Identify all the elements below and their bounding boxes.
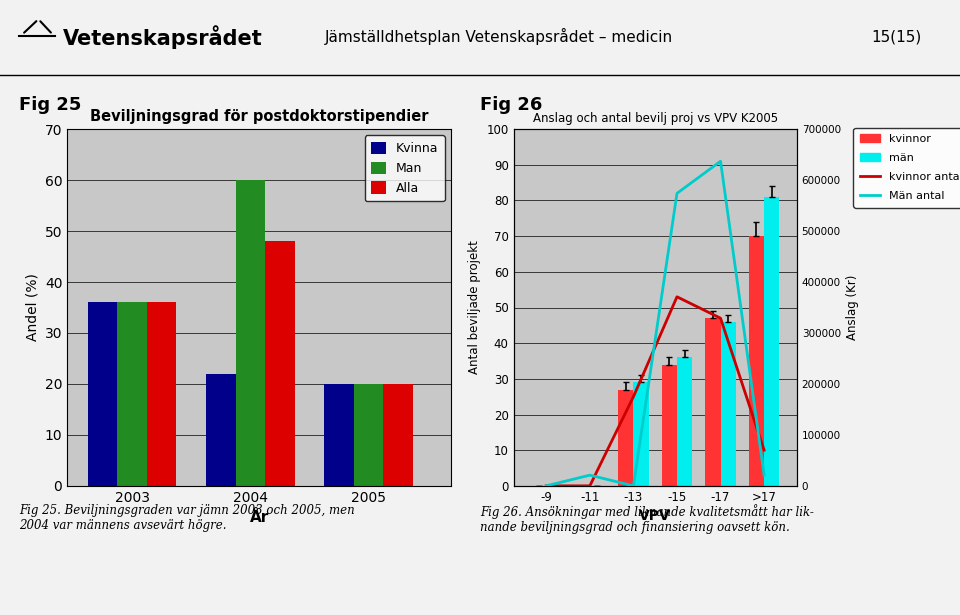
- Legend: Kvinna, Man, Alla: Kvinna, Man, Alla: [365, 135, 444, 201]
- Bar: [324, 384, 353, 486]
- kvinnor antal: [671, 293, 683, 301]
- Text: Fig 26. Ansökningar med liknande kvalitetsmått har lik-
nande beviljningsgrad oc: Fig 26. Ansökningar med liknande kvalite…: [480, 504, 814, 534]
- Bar: [706, 318, 721, 486]
- Män antal: [715, 157, 727, 165]
- Bar: [749, 236, 764, 486]
- Legend: kvinnor, män, kvinnor antal, Män antal: kvinnor, män, kvinnor antal, Män antal: [853, 127, 960, 208]
- Bar: [265, 241, 295, 486]
- Bar: [117, 303, 147, 486]
- Line: kvinnor antal: kvinnor antal: [546, 297, 764, 486]
- Män antal: [628, 482, 639, 490]
- Bar: [634, 383, 649, 486]
- Bar: [353, 384, 383, 486]
- Y-axis label: Anslag (Kr): Anslag (Kr): [847, 275, 859, 340]
- Text: Fig 26: Fig 26: [480, 95, 542, 114]
- Män antal: [584, 472, 595, 479]
- Text: Fig 25. Beviljningsgraden var jämn 2003 och 2005, men
2004 var männens avsevärt : Fig 25. Beviljningsgraden var jämn 2003 …: [19, 504, 355, 533]
- Text: Fig 25: Fig 25: [19, 95, 82, 114]
- Text: Vetenskapsrådet: Vetenskapsrådet: [62, 25, 262, 49]
- Bar: [235, 180, 265, 486]
- X-axis label: VPV: VPV: [639, 509, 671, 523]
- Bar: [661, 365, 677, 486]
- Män antal: [540, 482, 552, 490]
- kvinnor antal: [715, 314, 727, 322]
- kvinnor antal: [584, 482, 595, 490]
- Män antal: [758, 472, 770, 479]
- Bar: [383, 384, 413, 486]
- kvinnor antal: [628, 393, 639, 400]
- Bar: [764, 197, 780, 486]
- Text: Jämställdhetsplan Vetenskapsrådet – medicin: Jämställdhetsplan Vetenskapsrådet – medi…: [325, 28, 673, 46]
- kvinnor antal: [540, 482, 552, 490]
- Bar: [721, 322, 735, 486]
- Title: Beviljningsgrad för postdoktorstipendier: Beviljningsgrad för postdoktorstipendier: [90, 109, 428, 124]
- Title: Anslag och antal bevilj proj vs VPV K2005: Anslag och antal bevilj proj vs VPV K200…: [533, 112, 778, 125]
- Män antal: [671, 189, 683, 197]
- kvinnor antal: [758, 446, 770, 454]
- Bar: [147, 303, 177, 486]
- Text: 15(15): 15(15): [872, 30, 922, 44]
- Bar: [88, 303, 117, 486]
- Bar: [618, 389, 634, 486]
- Y-axis label: Andel (%): Andel (%): [25, 274, 39, 341]
- Bar: [206, 374, 235, 486]
- Line: Män antal: Män antal: [546, 161, 764, 486]
- Y-axis label: Antal beviljade projekt: Antal beviljade projekt: [468, 240, 481, 375]
- Bar: [677, 357, 692, 486]
- X-axis label: År: År: [250, 510, 269, 525]
